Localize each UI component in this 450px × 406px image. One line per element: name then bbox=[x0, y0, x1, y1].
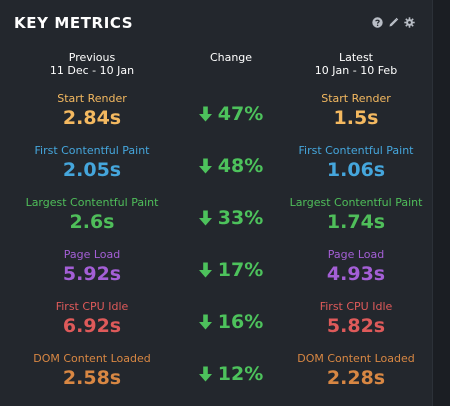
change-value: 33% bbox=[217, 207, 264, 229]
metric-label: Largest Contentful Paint bbox=[25, 196, 159, 209]
metric-label: DOM Content Loaded bbox=[297, 352, 415, 365]
latest-value: 1.06s bbox=[326, 159, 386, 181]
metric-label: Page Load bbox=[327, 248, 385, 261]
metric-row-first-cpu-idle: First CPU Idle 6.92s 16% First CPU Idle 5.82… bbox=[0, 300, 432, 352]
metric-label: DOM Content Loaded bbox=[33, 352, 151, 365]
metric-label: Start Render bbox=[321, 92, 391, 105]
page-background-strip bbox=[433, 0, 450, 406]
previous-cell: First CPU Idle 6.92s bbox=[22, 300, 162, 337]
latest-value: 1.74s bbox=[326, 211, 386, 233]
metric-label: First Contentful Paint bbox=[34, 144, 150, 157]
column-header-previous: Previous 11 Dec - 10 Jan bbox=[22, 51, 162, 77]
previous-range: 11 Dec - 10 Jan bbox=[49, 64, 135, 77]
change-value: 47% bbox=[217, 103, 264, 125]
panel-tools bbox=[372, 17, 415, 28]
change-cell: 17% bbox=[186, 259, 276, 281]
change-value: 48% bbox=[217, 155, 264, 177]
change-value: 12% bbox=[217, 363, 264, 385]
latest-cell: Page Load 4.93s bbox=[286, 248, 426, 285]
arrow-down-icon bbox=[198, 314, 212, 330]
column-header-change: Change bbox=[186, 51, 276, 64]
latest-cell: First Contentful Paint 1.06s bbox=[286, 144, 426, 181]
metric-label: Page Load bbox=[63, 248, 121, 261]
previous-value: 5.92s bbox=[62, 263, 122, 285]
change-cell: 33% bbox=[186, 207, 276, 229]
latest-value: 4.93s bbox=[326, 263, 386, 285]
previous-cell: DOM Content Loaded 2.58s bbox=[22, 352, 162, 389]
change-cell: 48% bbox=[186, 155, 276, 177]
latest-range: 10 Jan - 10 Feb bbox=[314, 64, 398, 77]
change-cell: 16% bbox=[186, 311, 276, 333]
key-metrics-panel: KEY METRICS bbox=[0, 0, 433, 406]
metric-label: Start Render bbox=[57, 92, 127, 105]
metric-row-page-load: Page Load 5.92s 17% Page Load 4.93s bbox=[0, 248, 432, 300]
metric-row-first-contentful-paint: First Contentful Paint 2.05s 48% First Cont… bbox=[0, 144, 432, 196]
panel-header: KEY METRICS bbox=[14, 14, 418, 40]
help-icon[interactable] bbox=[372, 17, 383, 28]
metric-row-largest-contentful-paint: Largest Contentful Paint 2.6s 33% Largest C… bbox=[0, 196, 432, 248]
latest-label: Latest bbox=[339, 51, 373, 64]
latest-value: 1.5s bbox=[333, 107, 379, 129]
change-value: 16% bbox=[217, 311, 264, 333]
previous-cell: Start Render 2.84s bbox=[22, 92, 162, 129]
metric-row-dom-content-loaded: DOM Content Loaded 2.58s 12% DOM Content Lo… bbox=[0, 352, 432, 404]
gear-icon[interactable] bbox=[404, 17, 415, 28]
change-value: 17% bbox=[217, 259, 264, 281]
arrow-down-icon bbox=[198, 158, 212, 174]
column-header-latest: Latest 10 Jan - 10 Feb bbox=[286, 51, 426, 77]
change-label: Change bbox=[209, 51, 253, 64]
previous-cell: First Contentful Paint 2.05s bbox=[22, 144, 162, 181]
metric-label: Largest Contentful Paint bbox=[289, 196, 423, 209]
latest-value: 2.28s bbox=[326, 367, 386, 389]
latest-cell: Largest Contentful Paint 1.74s bbox=[286, 196, 426, 233]
previous-value: 2.84s bbox=[62, 107, 122, 129]
metric-row-start-render: Start Render 2.84s 47% Start Render 1.5s bbox=[0, 92, 432, 144]
panel-title: KEY METRICS bbox=[14, 14, 134, 32]
previous-value: 2.6s bbox=[69, 211, 115, 233]
previous-value: 6.92s bbox=[62, 315, 122, 337]
arrow-down-icon bbox=[198, 262, 212, 278]
metric-label: First Contentful Paint bbox=[298, 144, 414, 157]
previous-value: 2.05s bbox=[62, 159, 122, 181]
previous-value: 2.58s bbox=[62, 367, 122, 389]
metric-label: First CPU Idle bbox=[319, 300, 393, 313]
latest-value: 5.82s bbox=[326, 315, 386, 337]
metric-label: First CPU Idle bbox=[55, 300, 129, 313]
previous-cell: Largest Contentful Paint 2.6s bbox=[22, 196, 162, 233]
arrow-down-icon bbox=[198, 366, 212, 382]
change-cell: 47% bbox=[186, 103, 276, 125]
previous-cell: Page Load 5.92s bbox=[22, 248, 162, 285]
pencil-icon[interactable] bbox=[388, 17, 399, 28]
arrow-down-icon bbox=[198, 106, 212, 122]
arrow-down-icon bbox=[198, 210, 212, 226]
latest-cell: DOM Content Loaded 2.28s bbox=[286, 352, 426, 389]
previous-label: Previous bbox=[68, 51, 116, 64]
latest-cell: First CPU Idle 5.82s bbox=[286, 300, 426, 337]
latest-cell: Start Render 1.5s bbox=[286, 92, 426, 129]
change-cell: 12% bbox=[186, 363, 276, 385]
